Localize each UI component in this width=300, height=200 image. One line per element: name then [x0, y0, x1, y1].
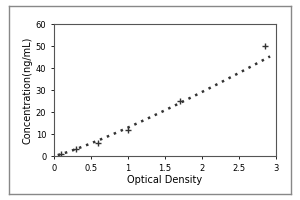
X-axis label: Optical Density: Optical Density: [128, 175, 202, 185]
Y-axis label: Concentration(ng/mL): Concentration(ng/mL): [23, 36, 33, 144]
